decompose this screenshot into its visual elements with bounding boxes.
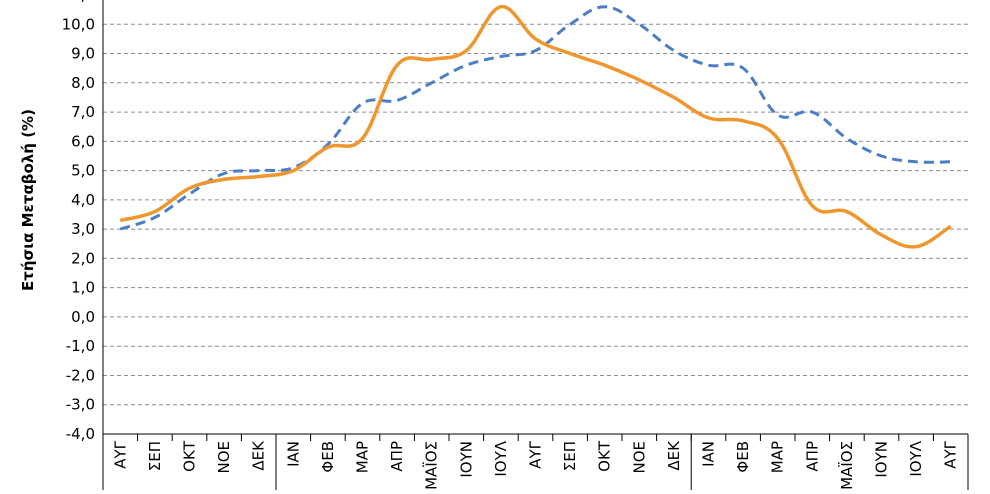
x-tick-label: ΜΑΪΟΣ	[422, 441, 441, 490]
x-tick-label: ΙΟΥΝ	[873, 441, 891, 478]
x-tick-label: ΟΚΤ	[181, 440, 199, 472]
series-line-solid	[119, 4, 952, 249]
y-tick-label: 7,0	[71, 103, 95, 121]
y-tick-label: -1,0	[66, 337, 95, 355]
x-tick-label: ΑΥΓ	[942, 440, 960, 468]
series-line-dashed	[119, 5, 951, 231]
x-tick-label: ΔΕΚ	[250, 440, 268, 471]
x-tick-label: ΑΠΡ	[388, 441, 406, 472]
x-tick-label: ΜΑΪΟΣ	[837, 441, 856, 490]
y-axis-label: Ετήσια Μεταβολή (%)	[19, 109, 37, 291]
x-tick-label: ΣΕΠ	[561, 441, 579, 471]
x-tick-label: ΑΥΓ	[527, 440, 545, 468]
y-tick-label: -4,0	[66, 425, 95, 443]
x-tick-label: ΙΑΝ	[284, 441, 302, 467]
y-tick-label: 9,0	[71, 45, 95, 63]
y-tick-label: 1,0	[71, 279, 95, 297]
y-tick-label: 10,0	[62, 15, 95, 33]
y-tick-labels: -4,0 -3,0 -2,0 -1,0 0,0 1,0 2,0 3,0 4,0 5,0 6,0 7,0…	[62, 0, 95, 443]
x-tick-label: ΜΑΡ	[769, 441, 787, 473]
axes	[102, 0, 969, 490]
x-tick-label: ΔΕΚ	[665, 440, 683, 471]
x-tick-label: ΑΠΡ	[803, 441, 821, 472]
y-tick-label: 8,0	[71, 74, 95, 92]
x-tick-label: ΑΥΓ	[111, 440, 129, 468]
x-tick-label: ΙΟΥΛ	[492, 440, 510, 476]
x-tick-label: ΙΟΥΛ	[907, 440, 925, 476]
y-tick-label: 6,0	[71, 132, 95, 150]
x-tick-labels: ΑΥΓ ΣΕΠ ΟΚΤ ΝΟΕ ΔΕΚ ΙΑΝ ΦΕΒ ΜΑΡ ΑΠΡ ΜΑΪΟΣ ΙΟΥΝ ΙΟΥΛ…	[111, 440, 959, 490]
x-tick-label: ΙΑΝ	[700, 441, 718, 467]
x-tick-label: ΦΕΒ	[734, 441, 752, 473]
x-tick-label: ΣΕΠ	[146, 441, 164, 471]
x-tick-label: ΝΟΕ	[215, 441, 233, 474]
grid-lines	[103, 23, 968, 406]
x-tick-label: ΦΕΒ	[319, 441, 337, 473]
y-tick-label: 11,0	[62, 0, 95, 4]
y-tick-label: 0,0	[71, 308, 95, 326]
x-tick-label: ΜΑΡ	[354, 441, 372, 473]
y-tick-label: -2,0	[66, 366, 95, 384]
x-tick-label: ΟΚΤ	[596, 440, 614, 472]
x-tick-label: ΝΟΕ	[630, 441, 648, 474]
x-tick-label: ΙΟΥΝ	[457, 441, 475, 478]
series-lines	[119, 4, 952, 249]
y-tick-label: 4,0	[71, 191, 95, 209]
y-tick-label: 2,0	[71, 249, 95, 267]
y-tick-label: 5,0	[71, 162, 95, 180]
y-tick-label: 3,0	[71, 220, 95, 238]
y-tick-label: -3,0	[66, 396, 95, 414]
